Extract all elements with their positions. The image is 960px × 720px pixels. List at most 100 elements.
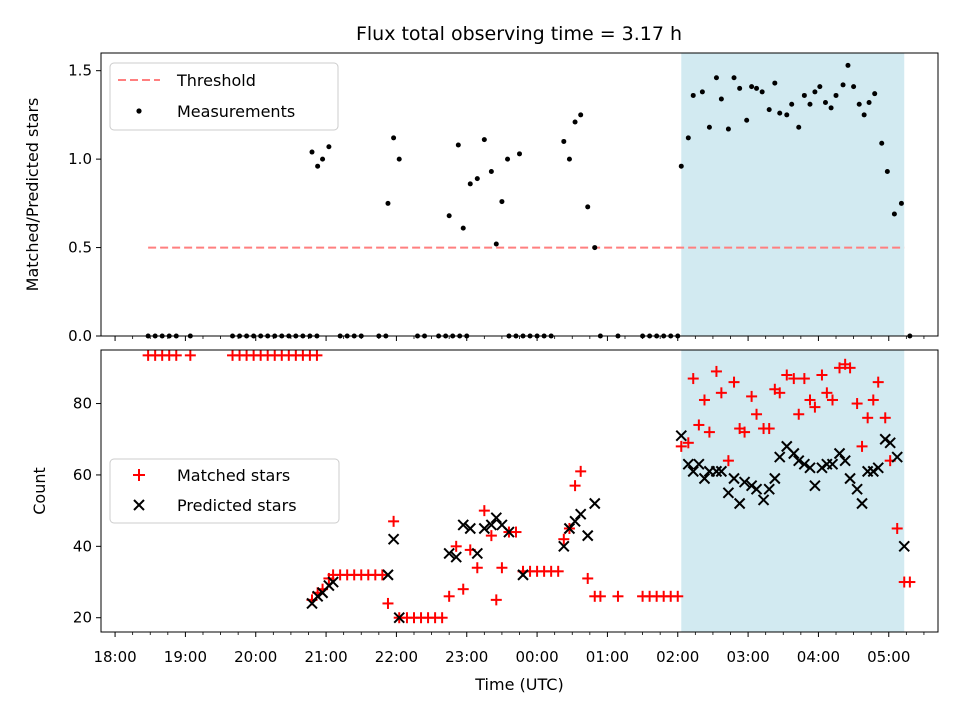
predicted-star-point bbox=[757, 494, 770, 506]
predicted-star-point bbox=[306, 597, 318, 610]
x-axis-label: Time (UTC) bbox=[474, 675, 563, 694]
measurement-point bbox=[690, 92, 696, 98]
matched-star-point bbox=[751, 408, 763, 420]
matched-star-point bbox=[575, 465, 587, 477]
predicted-star-point bbox=[798, 458, 811, 470]
predicted-star-point bbox=[872, 462, 884, 474]
predicted-star-point bbox=[844, 472, 856, 485]
measurement-point bbox=[898, 200, 904, 206]
matched-star-point bbox=[816, 369, 828, 381]
legend-matched-label: Matched stars bbox=[177, 466, 290, 485]
matched-star-point bbox=[867, 394, 879, 406]
matched-star-point bbox=[781, 369, 793, 381]
matched-star-point bbox=[569, 480, 581, 492]
measurement-point bbox=[784, 112, 790, 118]
measurement-point bbox=[592, 245, 598, 251]
measurement-point bbox=[737, 85, 743, 91]
predicted-star-point bbox=[710, 465, 723, 478]
matched-star-point bbox=[872, 376, 884, 388]
matched-star-point bbox=[851, 398, 863, 410]
bottom-y-axis-label: Count bbox=[30, 467, 49, 515]
predicted-star-point bbox=[804, 462, 816, 474]
matched-star-point bbox=[170, 349, 182, 361]
predicted-star-point bbox=[774, 451, 786, 463]
matched-star-point bbox=[891, 522, 903, 534]
predicted-star-point bbox=[485, 519, 498, 531]
legend-measurements-swatch bbox=[136, 108, 142, 114]
measurement-point bbox=[585, 204, 591, 210]
measurement-point bbox=[822, 100, 828, 106]
measurement-point bbox=[467, 181, 473, 187]
top-y-ticks: 0.0 0.5 1.0 1.5 bbox=[68, 62, 101, 345]
matched-star-point bbox=[552, 565, 564, 577]
matched-star-point bbox=[693, 419, 705, 431]
measurement-point bbox=[772, 80, 778, 86]
matched-star-point bbox=[687, 373, 699, 385]
predicted-star-point bbox=[833, 447, 846, 460]
predicted-star-point bbox=[443, 547, 455, 560]
measurement-point bbox=[845, 62, 851, 68]
predicted-star-point bbox=[675, 429, 687, 442]
x-tick-label: 18:00 bbox=[93, 648, 136, 666]
y-tick-label: 20 bbox=[73, 609, 92, 627]
matched-star-point bbox=[698, 394, 710, 406]
matched-star-point bbox=[856, 440, 868, 452]
measurement-point bbox=[685, 135, 691, 141]
measurement-point bbox=[385, 200, 391, 206]
matched-star-point bbox=[703, 426, 715, 438]
matched-star-point bbox=[826, 394, 838, 406]
matched-star-point bbox=[382, 597, 394, 609]
x-tick-label: 02:00 bbox=[656, 648, 699, 666]
top-y-axis-label: Matched/Predicted stars bbox=[23, 98, 42, 292]
matched-star-point bbox=[485, 530, 497, 542]
y-tick-label: 80 bbox=[73, 395, 92, 413]
x-tick-label: 23:00 bbox=[445, 648, 488, 666]
matched-star-point bbox=[436, 612, 448, 624]
measurement-point bbox=[706, 124, 712, 130]
measurement-point bbox=[561, 138, 567, 144]
measurement-point bbox=[744, 117, 750, 123]
predicted-star-point bbox=[450, 551, 462, 563]
predicted-star-point bbox=[733, 497, 746, 510]
predicted-star-point bbox=[327, 576, 339, 588]
predicted-star-point bbox=[715, 465, 728, 478]
bottom-legend: Matched stars Predicted stars bbox=[109, 458, 340, 524]
measurement-point bbox=[759, 89, 765, 95]
measurement-point bbox=[474, 176, 480, 182]
matched-star-point bbox=[450, 540, 462, 552]
x-tick-label: 19:00 bbox=[164, 648, 207, 666]
predicted-star-point bbox=[898, 540, 910, 553]
matched-star-point bbox=[763, 423, 775, 435]
predicted-star-point bbox=[884, 437, 896, 449]
measurement-point bbox=[861, 112, 867, 118]
predicted-star-point bbox=[722, 487, 735, 499]
measurement-point bbox=[391, 135, 397, 141]
y-tick-label: 60 bbox=[73, 466, 92, 484]
measurement-point bbox=[315, 163, 321, 169]
matched-star-point bbox=[496, 562, 508, 574]
measurement-point bbox=[396, 156, 402, 162]
legend-threshold-label: Threshold bbox=[176, 71, 256, 90]
x-tick-label: 01:00 bbox=[586, 648, 629, 666]
measurement-point bbox=[884, 169, 890, 175]
matched-star-point bbox=[457, 583, 469, 595]
measurement-point bbox=[817, 84, 823, 90]
measurement-point bbox=[851, 84, 857, 90]
predicted-star-point bbox=[826, 458, 839, 470]
matched-star-point bbox=[834, 362, 846, 374]
bottom-axes-frame bbox=[100, 349, 939, 633]
bottom-legend-box bbox=[109, 458, 340, 524]
measurement-point bbox=[754, 85, 760, 91]
measurement-point bbox=[499, 199, 505, 205]
predicted-star-point bbox=[682, 458, 695, 470]
predicted-star-point bbox=[589, 497, 601, 510]
predicted-star-point bbox=[503, 526, 515, 538]
predicted-star-point bbox=[582, 529, 594, 542]
measurement-point bbox=[766, 107, 772, 113]
measurement-point bbox=[872, 91, 878, 97]
predicted-star-point bbox=[569, 515, 581, 528]
y-tick-label: 1.0 bbox=[68, 150, 92, 168]
measurement-point bbox=[320, 156, 326, 162]
matched-star-point bbox=[582, 572, 594, 584]
